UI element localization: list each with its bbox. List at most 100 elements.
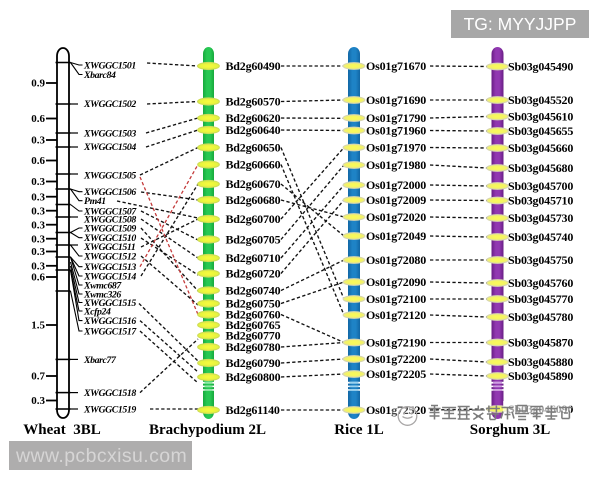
svg-text:Sb03g045750: Sb03g045750 (508, 253, 573, 267)
svg-text:Os01g71670: Os01g71670 (366, 59, 426, 73)
svg-text:Os01g72090: Os01g72090 (366, 275, 426, 289)
svg-text:Bd2g60750: Bd2g60750 (226, 297, 281, 311)
svg-text:Bd2g60570: Bd2g60570 (226, 95, 281, 109)
svg-text:Sb03g045520: Sb03g045520 (508, 93, 573, 107)
svg-text:XWGGC1514: XWGGC1514 (83, 271, 136, 282)
svg-text:TG: MYYJJPP: TG: MYYJJPP (464, 14, 577, 34)
svg-text:Rice 1L: Rice 1L (334, 422, 384, 438)
svg-text:Os01g71790: Os01g71790 (366, 111, 426, 125)
svg-text:0.3: 0.3 (31, 135, 45, 147)
svg-text:www.pcbcxisu.com: www.pcbcxisu.com (15, 445, 187, 467)
svg-text:Bd2g60680: Bd2g60680 (226, 193, 281, 207)
svg-text:XWGGC1508: XWGGC1508 (83, 214, 136, 225)
svg-text:Sb03g045655: Sb03g045655 (508, 124, 573, 138)
svg-text:Os01g72200: Os01g72200 (366, 352, 426, 366)
svg-text:Os01g72190: Os01g72190 (366, 336, 426, 350)
svg-text:Os01g72100: Os01g72100 (366, 292, 426, 306)
svg-text:Sb03g045660: Sb03g045660 (508, 141, 573, 155)
svg-text:XWGGC1510: XWGGC1510 (83, 233, 136, 244)
svg-text:Os01g71960: Os01g71960 (366, 124, 426, 138)
svg-text:Sb03g045770: Sb03g045770 (508, 292, 573, 306)
svg-text:Os01g71690: Os01g71690 (366, 93, 426, 107)
svg-text:XWGGC1519: XWGGC1519 (83, 404, 136, 415)
svg-text:Bd2g60780: Bd2g60780 (226, 340, 281, 354)
svg-text:Bd2g60620: Bd2g60620 (226, 111, 281, 125)
svg-text:XWGGC1512: XWGGC1512 (83, 251, 136, 262)
svg-text:Sb03g045740: Sb03g045740 (508, 230, 573, 244)
svg-text:Bd2g60765: Bd2g60765 (226, 318, 281, 332)
svg-text:Os01g72009: Os01g72009 (366, 193, 426, 207)
svg-text:Sb03g045880: Sb03g045880 (508, 355, 573, 369)
svg-text:Sb03g045710: Sb03g045710 (508, 194, 573, 208)
svg-text:Bd2g61140: Bd2g61140 (226, 403, 280, 417)
svg-text:Bd2g60660: Bd2g60660 (226, 158, 281, 172)
svg-text:XWGGC1503: XWGGC1503 (83, 128, 136, 139)
svg-text:Os01g72020: Os01g72020 (366, 210, 426, 224)
svg-text:0.3: 0.3 (31, 246, 45, 258)
svg-text:Bd2g60720: Bd2g60720 (226, 267, 281, 281)
svg-text:0.3: 0.3 (31, 260, 45, 272)
svg-text:0.6: 0.6 (31, 113, 45, 125)
svg-text:Sb03g045700: Sb03g045700 (508, 179, 573, 193)
svg-text:XWGGC1516: XWGGC1516 (83, 316, 136, 327)
svg-text:XWGGC1502: XWGGC1502 (83, 99, 136, 110)
svg-text:XWGGC1511: XWGGC1511 (83, 242, 135, 253)
svg-text:Xwmc687: Xwmc687 (83, 280, 122, 291)
svg-text:Os01g72080: Os01g72080 (366, 253, 426, 267)
svg-text:Os01g72205: Os01g72205 (366, 367, 426, 381)
svg-text:1.5: 1.5 (31, 320, 45, 332)
svg-text:Sb03g045890: Sb03g045890 (508, 369, 573, 383)
svg-text:0.3: 0.3 (31, 233, 45, 245)
svg-text:Sb03g045780: Sb03g045780 (508, 310, 573, 324)
svg-text:Xbarc77: Xbarc77 (83, 355, 117, 366)
svg-text:XWGGC1517: XWGGC1517 (83, 326, 137, 337)
svg-text:Os01g72049: Os01g72049 (366, 229, 426, 243)
svg-text:Bd2g60490: Bd2g60490 (226, 59, 281, 73)
svg-text:Bd2g60640: Bd2g60640 (226, 123, 281, 137)
svg-text:XWGGC1509: XWGGC1509 (83, 223, 136, 234)
svg-text:Bd2g60710: Bd2g60710 (226, 251, 281, 265)
svg-text:Xbarc84: Xbarc84 (83, 70, 116, 81)
svg-text:Sb03g045490: Sb03g045490 (508, 60, 573, 74)
svg-text:Bd2g60700: Bd2g60700 (226, 212, 281, 226)
svg-text:Os01g71980: Os01g71980 (366, 158, 426, 172)
svg-text:Sb03g045730: Sb03g045730 (508, 211, 573, 225)
svg-text:XWGGC1507: XWGGC1507 (83, 206, 137, 217)
svg-text:0.9: 0.9 (31, 78, 45, 90)
svg-text:0.3: 0.3 (31, 219, 45, 231)
svg-text:XWGGC1518: XWGGC1518 (83, 388, 136, 399)
svg-text:XWGGC1515: XWGGC1515 (83, 298, 136, 309)
svg-text:Sorghum 3L: Sorghum 3L (470, 422, 550, 438)
svg-text:Bd2g60705: Bd2g60705 (226, 233, 281, 247)
svg-text:XWGGC1501: XWGGC1501 (83, 60, 136, 71)
svg-text:Os01g72120: Os01g72120 (366, 308, 426, 322)
svg-text:XWGGC1506: XWGGC1506 (83, 187, 136, 198)
svg-text:0.3: 0.3 (31, 395, 45, 407)
svg-text:0.7: 0.7 (31, 371, 45, 383)
svg-text:Brachypodium 2L: Brachypodium 2L (149, 422, 266, 438)
svg-text:Sb03g045870: Sb03g045870 (508, 336, 573, 350)
svg-text:0.3: 0.3 (31, 205, 45, 217)
svg-text:XWGGC1513: XWGGC1513 (83, 262, 136, 273)
svg-text:Bd2g60800: Bd2g60800 (226, 370, 281, 384)
svg-text:Xwmc326: Xwmc326 (83, 289, 121, 300)
svg-text:Bd2g60650: Bd2g60650 (226, 141, 281, 155)
svg-text:XWGGC1504: XWGGC1504 (83, 142, 136, 153)
svg-text:Bd2g60790: Bd2g60790 (226, 356, 281, 370)
svg-text:Bd2g60770: Bd2g60770 (226, 329, 281, 343)
svg-text:XWGGC1505: XWGGC1505 (83, 170, 136, 181)
svg-text:Bd2g60760: Bd2g60760 (226, 308, 281, 322)
svg-text:0.3: 0.3 (31, 191, 45, 203)
svg-text:Wheat 3BL: Wheat 3BL (23, 422, 101, 438)
svg-text:Sb03g045610: Sb03g045610 (508, 110, 573, 124)
svg-text:Sb03g045760: Sb03g045760 (508, 276, 573, 290)
svg-text:Sb03g045680: Sb03g045680 (508, 161, 573, 175)
svg-text:0.6: 0.6 (31, 272, 45, 284)
svg-text:0.6: 0.6 (31, 155, 45, 167)
svg-text:Os01g71970: Os01g71970 (366, 141, 426, 155)
svg-text:Bd2g60670: Bd2g60670 (226, 177, 281, 191)
svg-text:Os01g72000: Os01g72000 (366, 178, 426, 192)
svg-text:Pm41: Pm41 (84, 196, 106, 207)
svg-text:0.3: 0.3 (31, 176, 45, 188)
svg-text:Bd2g60740: Bd2g60740 (226, 284, 281, 298)
